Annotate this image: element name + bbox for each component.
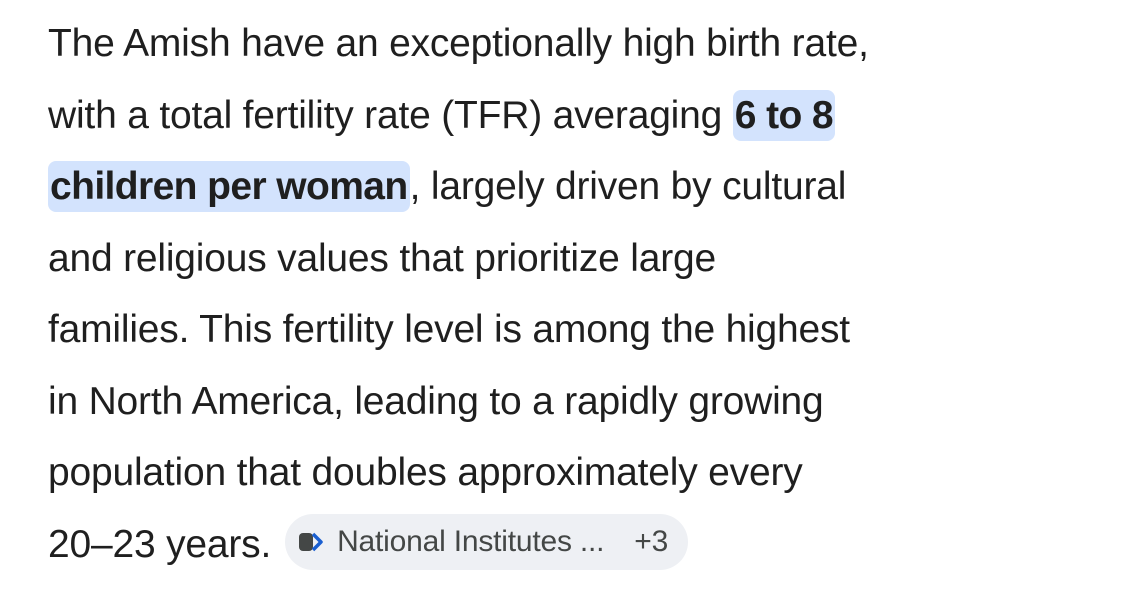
text-segment: 20–23 years. [48, 522, 272, 566]
text-line: population that doubles approximately ev… [48, 437, 1108, 509]
text-line: families. This fertility level is among … [48, 294, 1108, 366]
text-segment: families. This fertility level is among … [48, 308, 850, 351]
text-line: and religious values that prioritize lar… [48, 223, 1108, 295]
text-line: The Amish have an exceptionally high bir… [48, 8, 1108, 80]
source-icon [299, 532, 323, 552]
text-line: in North America, leading to a rapidly g… [48, 366, 1108, 438]
text-segment: The Amish have an exceptionally high bir… [48, 22, 869, 65]
text-segment: population that doubles approximately ev… [48, 451, 803, 494]
citation-chip[interactable]: National Institutes ... +3 [285, 514, 689, 571]
highlighted-text: 6 to 8 [732, 89, 836, 141]
highlighted-text: children per woman [48, 161, 410, 212]
citation-more: +3 [634, 525, 669, 559]
text-line: children per woman, largely driven by cu… [48, 151, 1108, 223]
text-line: with a total fertility rate (TFR) averag… [48, 80, 1108, 152]
text-segment: in North America, leading to a rapidly g… [48, 379, 824, 423]
text-segment: with a total fertility rate (TFR) averag… [48, 93, 733, 137]
text-segment: , largely driven by cultural [409, 165, 847, 208]
citation-source: National Institutes ... [337, 525, 605, 559]
answer-paragraph: The Amish have an exceptionally high bir… [48, 8, 1108, 580]
text-segment: and religious values that prioritize lar… [48, 236, 716, 280]
text-line: 20–23 years. National Institutes ... +3 [48, 509, 1108, 581]
